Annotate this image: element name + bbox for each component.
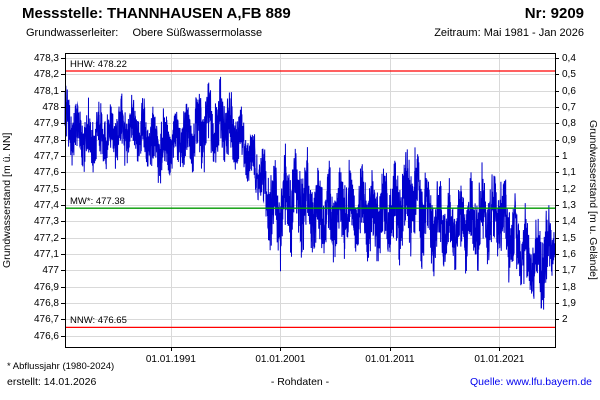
discharge-year-note: * Abflussjahr (1980-2024) — [7, 361, 115, 372]
source-link[interactable]: Quelle: www.lfu.bayern.de — [470, 376, 592, 388]
created-date-label: erstellt: 14.01.2026 — [7, 376, 97, 388]
